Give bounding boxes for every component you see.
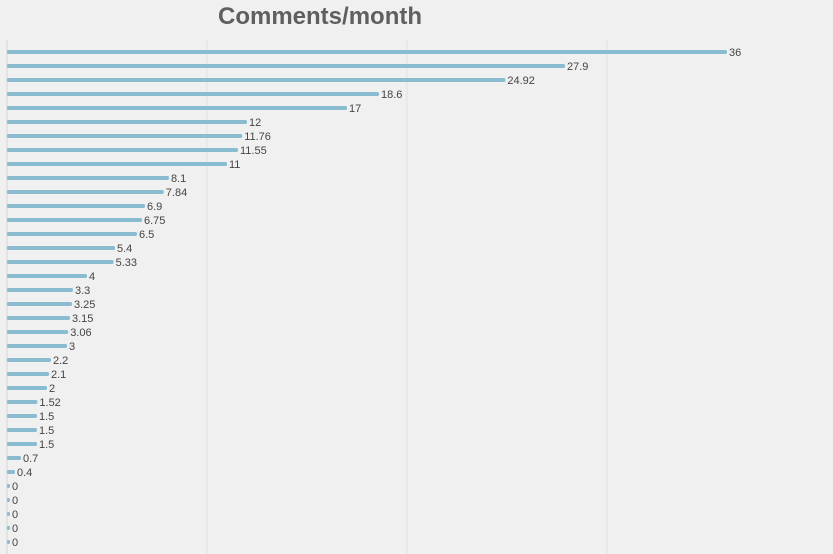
- bar: [7, 148, 238, 152]
- bar-value-label: 1.5: [39, 411, 54, 423]
- bar-value-label: 1.5: [39, 425, 54, 437]
- bar: [7, 484, 10, 488]
- bar: [7, 512, 10, 516]
- bar-value-label: 18.6: [381, 89, 402, 101]
- bar-value-label: 11.76: [244, 131, 271, 143]
- bar: [7, 78, 506, 82]
- bar: [7, 288, 73, 292]
- bar-value-label: 2.1: [51, 369, 66, 381]
- bar-value-label: 24.92: [507, 75, 535, 87]
- bar-value-label: 36: [729, 47, 741, 59]
- bar: [7, 400, 38, 404]
- bar: [7, 414, 37, 418]
- bar-value-label: 0: [12, 509, 18, 521]
- bar: [7, 358, 51, 362]
- bar: [7, 106, 347, 110]
- bar-value-label: 1.5: [39, 439, 54, 451]
- bar: [7, 442, 37, 446]
- bar: [7, 190, 164, 194]
- bar-value-label: 5.33: [116, 257, 137, 269]
- bar-value-label: 0: [12, 537, 18, 549]
- bar: [7, 540, 10, 544]
- bar: [7, 330, 69, 334]
- bar: [7, 526, 10, 530]
- bar: [7, 50, 727, 54]
- bar: [7, 344, 67, 348]
- bar-value-label: 6.75: [144, 215, 165, 227]
- bar-value-label: 6.9: [147, 201, 162, 213]
- bar: [7, 302, 72, 306]
- bar-value-label: 0.4: [17, 467, 32, 479]
- bar: [7, 176, 169, 180]
- bar-value-label: 3.25: [74, 299, 95, 311]
- bar-value-label: 0: [12, 523, 18, 535]
- bar: [7, 456, 21, 460]
- bar-value-label: 11: [229, 159, 240, 171]
- bar-value-label: 8.1: [171, 173, 186, 185]
- bar: [7, 92, 379, 96]
- bar-value-label: 27.9: [567, 61, 588, 73]
- bar-value-label: 0.7: [23, 453, 38, 465]
- bar: [7, 246, 115, 250]
- bar-value-label: 4: [89, 271, 95, 283]
- bar: [7, 428, 37, 432]
- chart-title: Comments/month: [218, 3, 422, 30]
- bar: [7, 162, 227, 166]
- bars: [7, 50, 727, 544]
- bar: [7, 372, 49, 376]
- bar-value-label: 1.52: [39, 397, 60, 409]
- bar: [7, 204, 145, 208]
- bar: [7, 316, 70, 320]
- bar-value-label: 3: [69, 341, 75, 353]
- bar-value-label: 11.55: [240, 145, 267, 157]
- bar-value-label: 0: [12, 495, 18, 507]
- bar-value-label: 3.06: [70, 327, 91, 339]
- bar-value-label: 12: [249, 117, 261, 129]
- bar-value-label: 2: [49, 383, 55, 395]
- bar: [7, 498, 10, 502]
- bar: [7, 120, 247, 124]
- bar: [7, 64, 565, 68]
- bar: [7, 386, 47, 390]
- gridlines: [206, 40, 608, 554]
- bar-value-label: 7.84: [166, 187, 187, 199]
- bar: [7, 134, 243, 138]
- bar-value-label: 0: [12, 481, 18, 493]
- bar-value-label: 2.2: [53, 355, 68, 367]
- bar: [7, 260, 114, 264]
- bar-value-label: 3.15: [72, 313, 93, 325]
- bar-value-label: 6.5: [139, 229, 154, 241]
- bar-value-label: 5.4: [117, 243, 132, 255]
- bar-value-label: 3.3: [75, 285, 90, 297]
- bar: [7, 218, 142, 222]
- bar: [7, 470, 15, 474]
- bar-value-label: 17: [349, 103, 361, 115]
- bar: [7, 274, 87, 278]
- bar: [7, 232, 137, 236]
